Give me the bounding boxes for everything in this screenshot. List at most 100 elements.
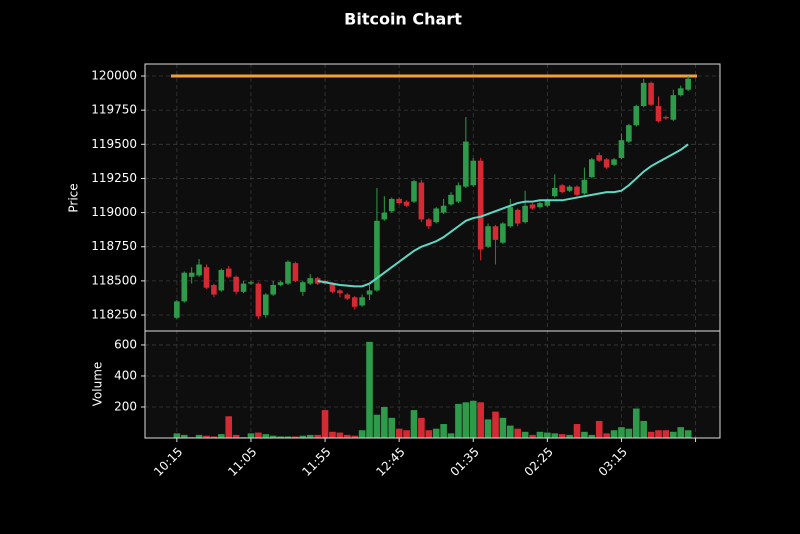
candle-body [425, 219, 432, 227]
volume-bar [410, 410, 418, 438]
candle-body [677, 88, 684, 96]
candle-body [618, 140, 625, 158]
candle-body [418, 182, 425, 220]
volume-bar [544, 432, 551, 438]
volume-bar [573, 424, 581, 438]
candle-body [359, 297, 365, 306]
volume-bar [306, 434, 314, 438]
candle-body [403, 201, 410, 206]
candle-body [381, 212, 388, 220]
candle-body [485, 226, 491, 247]
volume-bar [299, 435, 307, 438]
y-tick-label: 119750 [91, 103, 137, 117]
candle-body [307, 278, 314, 284]
candle-body [514, 209, 521, 224]
candle-body [596, 155, 603, 161]
volume-bar [455, 403, 462, 438]
candle-body [174, 301, 180, 318]
volume-bar [255, 432, 262, 438]
volume-bar [440, 424, 447, 438]
volume-bar [203, 435, 210, 438]
candle-body [448, 194, 454, 205]
volume-bar [492, 411, 499, 438]
volume-bar [507, 425, 514, 438]
candle-body [603, 159, 610, 168]
volume-bar [425, 430, 433, 438]
volume-bar [262, 434, 270, 438]
candle-body [203, 267, 210, 288]
volume-bar [373, 414, 381, 438]
candle-body [470, 160, 477, 186]
y-tick-label: 118500 [91, 273, 137, 287]
candle-body [233, 276, 239, 292]
volume-bar [595, 420, 603, 438]
volume-bar [381, 406, 388, 438]
volume-bar [647, 431, 655, 438]
candle-body [544, 200, 551, 206]
volume-bar [351, 435, 358, 438]
volume-bar [655, 430, 662, 438]
volume-bar [180, 434, 188, 438]
candle-body [589, 159, 595, 178]
volume-bar [670, 431, 677, 438]
volume-bar [462, 402, 470, 438]
volume-bar [329, 431, 336, 438]
candle-body [211, 284, 217, 295]
candle-body [285, 261, 291, 284]
volume-bar [484, 419, 492, 438]
candle-body [240, 283, 247, 292]
volume-bar [499, 417, 507, 438]
volume-bar [536, 431, 544, 438]
y-tick-label: 119250 [91, 171, 137, 185]
candle-body [262, 294, 269, 316]
candle-body [559, 185, 565, 193]
candle-body [685, 78, 691, 90]
volume-bar [632, 408, 640, 438]
volume-bar [366, 341, 373, 438]
volume-bar [521, 431, 529, 438]
volume-bar [469, 400, 477, 438]
candle-body [396, 198, 402, 204]
volume-tick-label: 400 [114, 368, 137, 382]
candle-body [255, 283, 262, 317]
candle-body [225, 268, 232, 277]
volume-bar [210, 436, 218, 438]
candle-body [329, 283, 336, 292]
candle-body [500, 223, 506, 243]
volume-bar [581, 431, 588, 438]
candle-body [611, 159, 617, 165]
volume-bar [558, 434, 566, 438]
volume-bar [225, 416, 233, 438]
candle-body [566, 186, 573, 191]
volume-bar [529, 434, 536, 438]
volume-bar [336, 432, 344, 438]
candle-body [574, 186, 580, 195]
volume-bar [269, 435, 277, 438]
volume-bar [247, 433, 255, 438]
plot-frame [144, 63, 721, 439]
volume-bar [358, 430, 366, 438]
volume-bar [640, 420, 647, 438]
candle-body [648, 82, 654, 105]
candle-body [300, 282, 306, 292]
volume-bar [173, 433, 181, 438]
candle-body [344, 294, 351, 299]
y-tick-label: 118250 [91, 308, 137, 322]
volume-bar [195, 434, 203, 438]
candle-body [463, 141, 469, 187]
candle-body [433, 208, 440, 223]
candle-body [670, 95, 677, 120]
candle-body [581, 179, 588, 194]
candle-body [270, 284, 276, 295]
candle-body [507, 207, 514, 227]
candle-body [492, 226, 499, 240]
moving-average-line [317, 143, 689, 288]
candle-body [440, 205, 447, 213]
candle-body [218, 269, 225, 291]
volume-bar [432, 428, 440, 438]
volume-bar [418, 417, 425, 438]
volume-bar [618, 427, 625, 438]
candle-body [411, 181, 417, 202]
